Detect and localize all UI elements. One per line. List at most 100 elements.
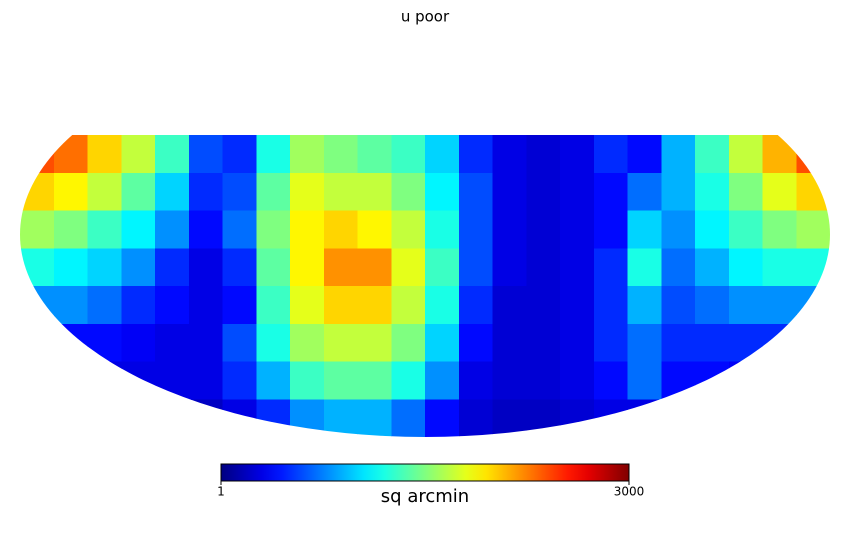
map-cell xyxy=(357,135,392,174)
map-cell xyxy=(357,172,392,212)
map-cell xyxy=(796,399,830,437)
map-cell xyxy=(425,399,460,437)
map-cell xyxy=(661,135,696,174)
map-cell xyxy=(357,286,392,325)
map-cell xyxy=(323,135,359,174)
map-cell xyxy=(87,286,122,325)
colorbar-label: sq arcmin xyxy=(381,486,469,507)
map-cell xyxy=(425,135,460,174)
map-cell xyxy=(492,286,527,325)
map-cell xyxy=(155,248,190,287)
map-cell xyxy=(20,323,55,363)
map-cell xyxy=(526,323,561,363)
map-cell xyxy=(323,286,359,325)
map-cell xyxy=(526,361,561,400)
map-cell xyxy=(256,135,291,174)
map-cell xyxy=(796,286,830,325)
map-cell xyxy=(796,210,830,249)
map-cell xyxy=(762,248,797,287)
map-cell xyxy=(492,361,527,400)
map-cell xyxy=(762,172,797,212)
colorbar-ticks: 1 3000 xyxy=(217,481,644,499)
map-cell xyxy=(695,399,730,437)
map-cell xyxy=(492,399,527,437)
map-cell xyxy=(290,399,325,437)
map-cell xyxy=(188,361,224,400)
map-cell xyxy=(357,210,392,249)
map-cell xyxy=(593,286,629,325)
map-cell xyxy=(222,399,257,437)
map-cell xyxy=(53,210,89,249)
map-cell xyxy=(188,172,224,212)
map-cell xyxy=(627,210,662,249)
map-cell xyxy=(20,361,55,400)
map-cell xyxy=(121,135,156,174)
map-cell xyxy=(87,210,122,249)
map-cell xyxy=(290,286,325,325)
map-cell xyxy=(728,399,764,437)
map-cell xyxy=(155,323,190,363)
map-cell xyxy=(87,135,122,174)
map-cell xyxy=(290,172,325,212)
map-cell xyxy=(222,210,257,249)
map-cell xyxy=(323,248,359,287)
map-cell xyxy=(188,210,224,249)
map-cell xyxy=(661,172,696,212)
map-cell xyxy=(323,361,359,400)
map-cell xyxy=(593,248,629,287)
map-cell xyxy=(222,361,257,400)
map-cell xyxy=(121,172,156,212)
map-cell xyxy=(53,135,89,174)
map-cell xyxy=(492,323,527,363)
map-cell xyxy=(121,286,156,325)
map-cell xyxy=(256,399,291,437)
map-cell xyxy=(762,135,797,174)
map-cell xyxy=(87,248,122,287)
map-cell xyxy=(357,248,392,287)
map-cell xyxy=(391,286,426,325)
map-cell xyxy=(458,210,494,249)
map-cell xyxy=(87,399,122,437)
map-cell xyxy=(762,286,797,325)
map-cell xyxy=(357,361,392,400)
map-cell xyxy=(695,286,730,325)
map-cell xyxy=(560,135,595,174)
map-cell xyxy=(121,248,156,287)
map-cell xyxy=(222,248,257,287)
map-cell xyxy=(492,135,527,174)
map-cell xyxy=(762,210,797,249)
map-cell xyxy=(188,286,224,325)
chart-title: u poor xyxy=(401,8,450,26)
map-cell xyxy=(53,323,89,363)
map-cell xyxy=(20,172,55,212)
map-cell xyxy=(492,172,527,212)
map-cell xyxy=(222,172,257,212)
map-cell xyxy=(458,399,494,437)
map-cell xyxy=(796,135,830,174)
map-cell xyxy=(560,210,595,249)
map-cell xyxy=(155,172,190,212)
map-cell xyxy=(560,172,595,212)
map-cell xyxy=(357,323,392,363)
map-cell xyxy=(391,135,426,174)
map-cell xyxy=(627,172,662,212)
map-cell xyxy=(188,135,224,174)
map-cell xyxy=(20,286,55,325)
mollweide-projection xyxy=(20,135,830,437)
colorbar-tick-label: 3000 xyxy=(614,485,645,499)
map-cell xyxy=(728,172,764,212)
map-cell xyxy=(695,210,730,249)
map-cell xyxy=(222,323,257,363)
map-cell xyxy=(593,210,629,249)
map-cell xyxy=(323,210,359,249)
map-cell xyxy=(627,361,662,400)
map-cell xyxy=(560,286,595,325)
map-cell xyxy=(695,248,730,287)
map-cell xyxy=(357,399,392,437)
map-cell xyxy=(323,323,359,363)
map-cell xyxy=(661,361,696,400)
map-cell xyxy=(425,361,460,400)
map-cell xyxy=(695,361,730,400)
map-cell xyxy=(323,399,359,437)
